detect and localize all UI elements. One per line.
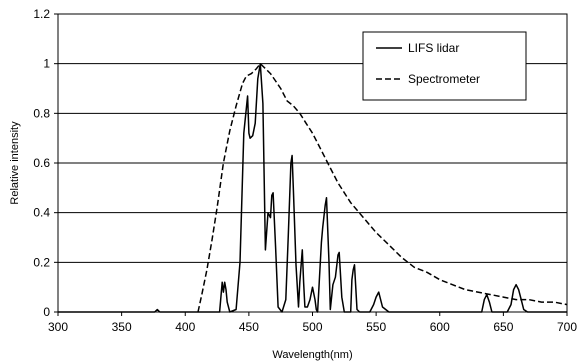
legend-box [362,31,527,101]
x-axis-label: Wavelength(nm) [272,349,352,361]
x-tick-label: 550 [366,320,386,334]
y-tick-label: 0 [43,305,50,319]
x-tick-label: 350 [112,320,132,334]
y-tick-label: 1.2 [33,7,50,21]
x-tick-label: 650 [493,320,513,334]
series-line-lifs-lidar [58,62,567,313]
series-layer [58,62,568,313]
y-tick-label: 0.6 [33,156,50,170]
x-tick-label: 450 [239,320,259,334]
x-tick-label: 600 [430,320,450,334]
grid-lines [58,63,567,263]
x-tick-label: 400 [175,320,195,334]
y-axis-label: Relative intensity [9,121,21,205]
x-axis-ticks: 300 350 400 450 500 550 600 650 700 [48,312,577,334]
x-tick-label: 700 [557,320,577,334]
x-tick-label: 300 [48,320,68,334]
x-tick-label: 500 [302,320,322,334]
legend-label-spectrometer: Spectrometer [408,72,480,86]
y-tick-label: 0.8 [33,106,50,120]
series-line-spectrometer [197,62,568,313]
legend-label-lifs-lidar: LIFS lidar [408,41,459,55]
legend: LIFS lidar Spectrometer [362,31,527,101]
y-tick-label: 1 [43,57,50,71]
y-tick-label: 0.4 [33,206,50,220]
y-tick-label: 0.2 [33,255,50,269]
y-axis-ticks: 0 0.2 0.4 0.6 0.8 1 1.2 [33,7,58,319]
